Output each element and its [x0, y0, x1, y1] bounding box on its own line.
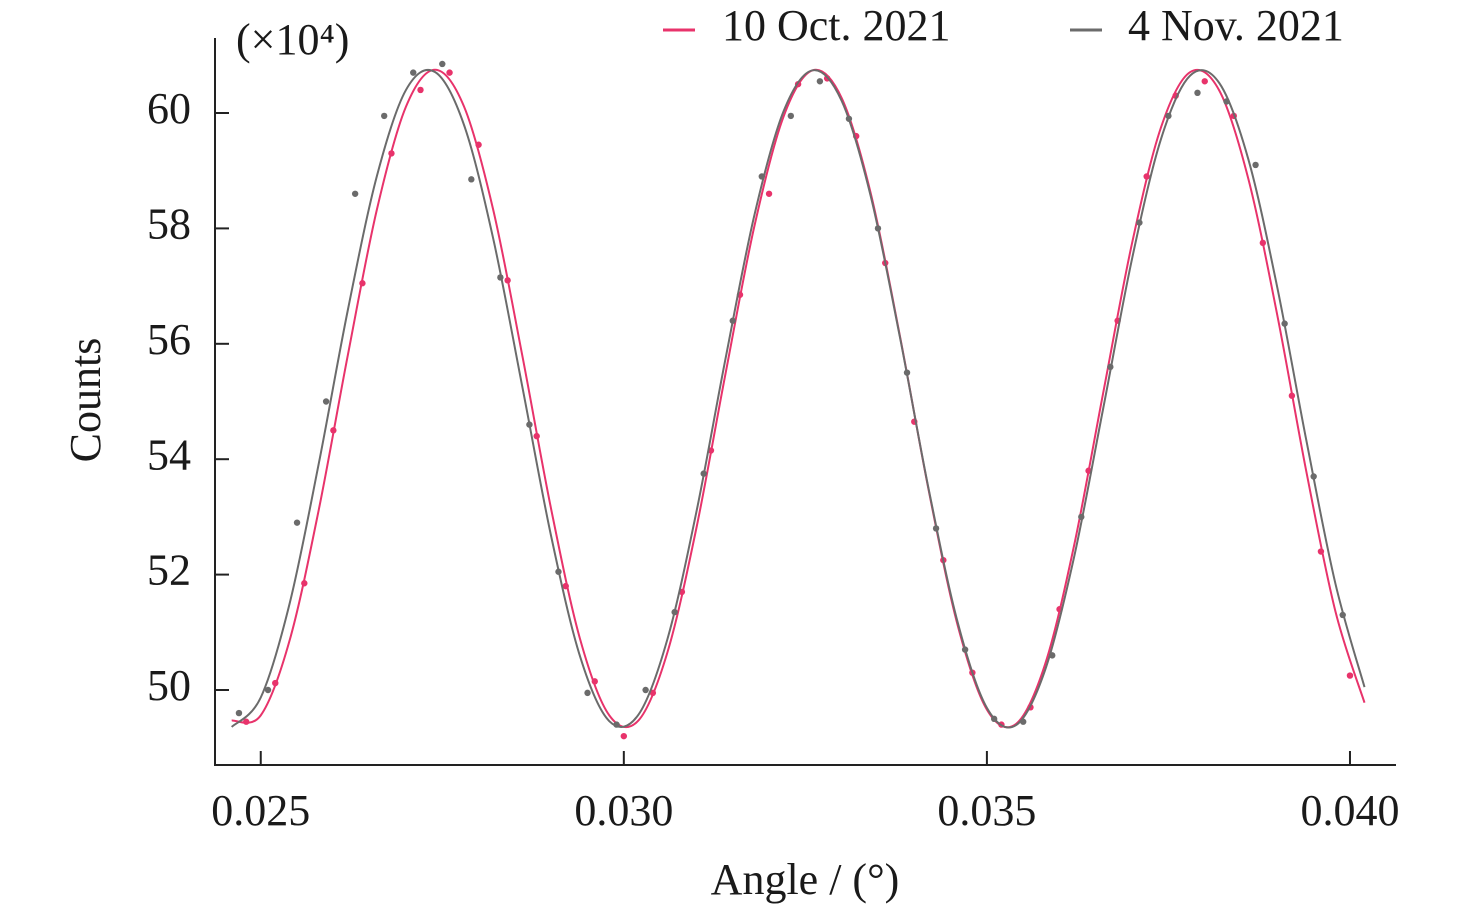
- data-point: [1346, 672, 1354, 679]
- y-tick-label: 58: [147, 199, 191, 248]
- data-point: [533, 432, 540, 440]
- data-point: [1020, 718, 1027, 725]
- data-point: [1136, 219, 1143, 226]
- x-tick-label: 0.040: [1300, 786, 1399, 835]
- data-point: [562, 582, 569, 590]
- data-point: [1078, 513, 1085, 521]
- data-point: [351, 190, 359, 197]
- data-point: [410, 69, 417, 76]
- data-point: [1281, 320, 1288, 327]
- data-point: [584, 689, 591, 697]
- data-point: [272, 679, 279, 687]
- legend-label: 10 Oct. 2021: [722, 1, 951, 50]
- annotation: (×10⁴): [236, 15, 349, 64]
- data-point: [293, 519, 301, 526]
- legend-label: 4 Nov. 2021: [1128, 1, 1344, 50]
- data-point: [359, 280, 366, 287]
- data-point: [555, 568, 562, 575]
- data-point: [1194, 89, 1201, 97]
- data-point: [1252, 161, 1259, 169]
- data-point: [903, 369, 911, 376]
- y-axis-label: Counts: [61, 338, 110, 463]
- data-point: [301, 580, 308, 587]
- data-point: [380, 112, 388, 120]
- y-tick-label: 50: [147, 661, 191, 710]
- data-point: [642, 686, 649, 694]
- data-point: [620, 732, 628, 740]
- fit-line: [230, 68, 1366, 729]
- data-point: [874, 225, 882, 232]
- y-tick-label: 54: [147, 430, 191, 479]
- data-point: [475, 141, 482, 148]
- y-tick-label: 60: [147, 84, 191, 133]
- data-point: [932, 525, 940, 532]
- x-axis-label: Angle / (°): [711, 855, 900, 904]
- data-point: [729, 317, 736, 324]
- fit-line: [231, 68, 1366, 729]
- data-point: [504, 277, 511, 284]
- data-point: [1049, 652, 1056, 659]
- data-point: [1107, 363, 1114, 371]
- data-point: [446, 69, 453, 76]
- data-point: [765, 190, 773, 197]
- data-point: [243, 718, 250, 725]
- data-point: [497, 274, 504, 281]
- data-point: [439, 60, 446, 68]
- data-point: [591, 678, 598, 685]
- data-point: [1288, 392, 1296, 399]
- data-point: [990, 715, 998, 723]
- y-tick-label: 52: [147, 546, 191, 595]
- x-tick-label: 0.025: [211, 786, 310, 835]
- data-point: [322, 398, 330, 405]
- data-point: [1310, 473, 1317, 480]
- data-point: [330, 427, 337, 434]
- data-point: [1143, 173, 1150, 180]
- data-point: [388, 150, 395, 157]
- x-tick-label: 0.035: [937, 786, 1036, 835]
- data-point: [961, 646, 969, 653]
- data-point: [816, 78, 824, 85]
- data-point: [235, 709, 243, 717]
- data-point: [671, 608, 678, 616]
- data-point: [1165, 112, 1172, 120]
- data-point: [468, 176, 475, 183]
- data-point: [417, 86, 424, 94]
- data-point: [787, 112, 795, 120]
- data-point: [845, 115, 853, 122]
- y-tick-label: 56: [147, 315, 191, 364]
- data-point: [1259, 239, 1267, 247]
- data-point: [1201, 78, 1208, 85]
- data-point: [700, 470, 707, 477]
- data-point: [264, 686, 272, 694]
- data-point: [758, 173, 765, 180]
- data-point: [1223, 98, 1230, 105]
- data-point: [1317, 548, 1325, 555]
- x-tick-label: 0.030: [574, 786, 673, 835]
- data-point: [526, 421, 533, 428]
- data-point: [1339, 611, 1346, 619]
- data-point: [613, 721, 620, 728]
